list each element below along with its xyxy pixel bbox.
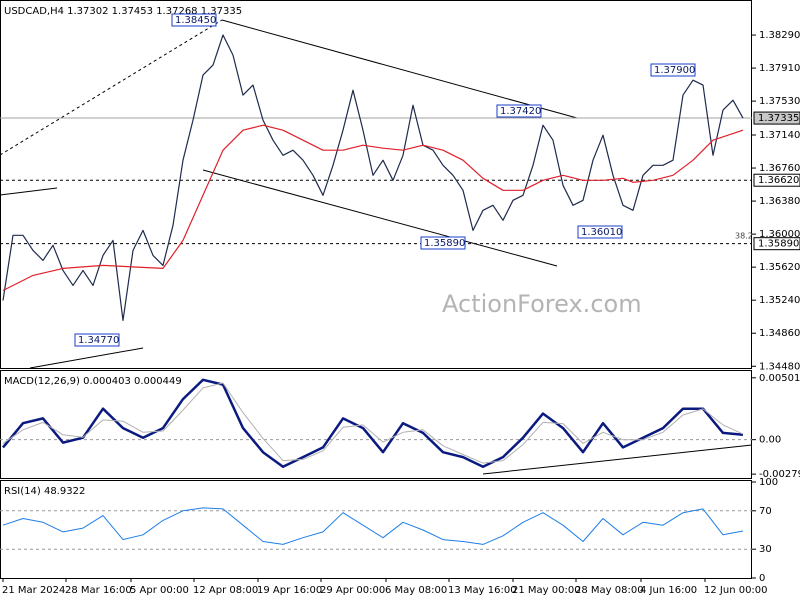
trend-line (29, 347, 144, 369)
y-tick-label: 1.37140 (759, 130, 800, 141)
y-tick-label: 1.37530 (759, 96, 800, 107)
y-tick-label: 1.35620 (759, 262, 800, 273)
x-tick-label: 13 May 16:00 (448, 585, 517, 596)
fib-line (0, 19, 223, 156)
y-tick-label: 70 (759, 506, 772, 517)
y-tick-label: -0.002795 (759, 469, 800, 480)
y-tick-label: 1.38290 (759, 30, 800, 41)
x-tick-label: 29 Apr 00:00 (320, 585, 385, 596)
annotation: 38.2 (735, 232, 753, 241)
channel-lower (202, 169, 558, 267)
level-label-box (753, 237, 800, 251)
level-label: 1.35890 (758, 239, 799, 250)
level-label: 1.37335 (758, 113, 799, 124)
annotation: 1.36010 (581, 227, 622, 238)
annotation-box (496, 104, 542, 118)
x-tick-label: 21 Mar 2024 (2, 585, 65, 596)
series-line (2, 382, 744, 464)
annotation: 1.35890 (424, 238, 465, 249)
level-label-box (753, 111, 800, 125)
x-tick-label: 6 May 08:00 (385, 585, 447, 596)
panel-title: USDCAD,H4 1.37302 1.37453 1.37268 1.3733… (4, 6, 242, 17)
panel-title: MACD(12,26,9) 0.000403 0.000449 (4, 376, 182, 387)
y-tick-label: 30 (759, 544, 772, 555)
level-label: 1.36620 (758, 175, 799, 186)
series-line (2, 124, 744, 292)
y-tick-label: 0.005018 (759, 373, 800, 384)
y-tick-label: 0 (759, 573, 765, 584)
y-tick-label: 1.36000 (759, 229, 800, 240)
annotation-box (74, 333, 120, 347)
macd-trend-line (482, 444, 753, 475)
y-tick-label: 1.36380 (759, 196, 800, 207)
panel-frame (0, 370, 752, 479)
x-tick-label: 12 Apr 08:00 (193, 585, 258, 596)
watermark: ActionForex.com (442, 290, 642, 318)
y-tick-label: 0.00 (759, 435, 781, 446)
annotation-box (171, 13, 217, 27)
annotation: 1.38450 (175, 15, 216, 26)
x-tick-label: 5 Apr 00:00 (130, 585, 189, 596)
y-tick-label: 1.34480 (759, 361, 800, 372)
x-tick-label: 4 Jun 16:00 (640, 585, 697, 596)
panel-frame (0, 0, 752, 369)
annotation: 1.37420 (500, 106, 541, 117)
annotation-box (577, 225, 623, 239)
x-tick-label: 21 May 00:00 (512, 585, 581, 596)
series-line (2, 378, 744, 468)
y-tick-label: 1.37910 (759, 63, 800, 74)
series-line (2, 34, 744, 321)
annotation-box (420, 236, 466, 250)
x-tick-label: 19 Apr 16:00 (257, 585, 322, 596)
x-tick-label: 12 Jun 00:00 (704, 585, 768, 596)
x-tick-label: 28 Mar 16:00 (65, 585, 132, 596)
channel-upper (221, 19, 578, 119)
annotation: 1.37900 (654, 65, 695, 76)
level-label-box (753, 173, 800, 187)
y-tick-label: 1.36760 (759, 163, 800, 174)
panel-frame (0, 480, 752, 579)
y-tick-label: 1.34860 (759, 328, 800, 339)
y-tick-label: 1.35240 (759, 295, 800, 306)
x-tick-label: 28 May 08:00 (575, 585, 644, 596)
series-line (2, 507, 744, 545)
panel-title: RSI(14) 48.9322 (4, 486, 85, 497)
y-tick-label: 100 (759, 477, 778, 488)
annotation: 1.34770 (78, 335, 119, 346)
annotation-box (650, 63, 696, 77)
trend-line (0, 187, 58, 196)
